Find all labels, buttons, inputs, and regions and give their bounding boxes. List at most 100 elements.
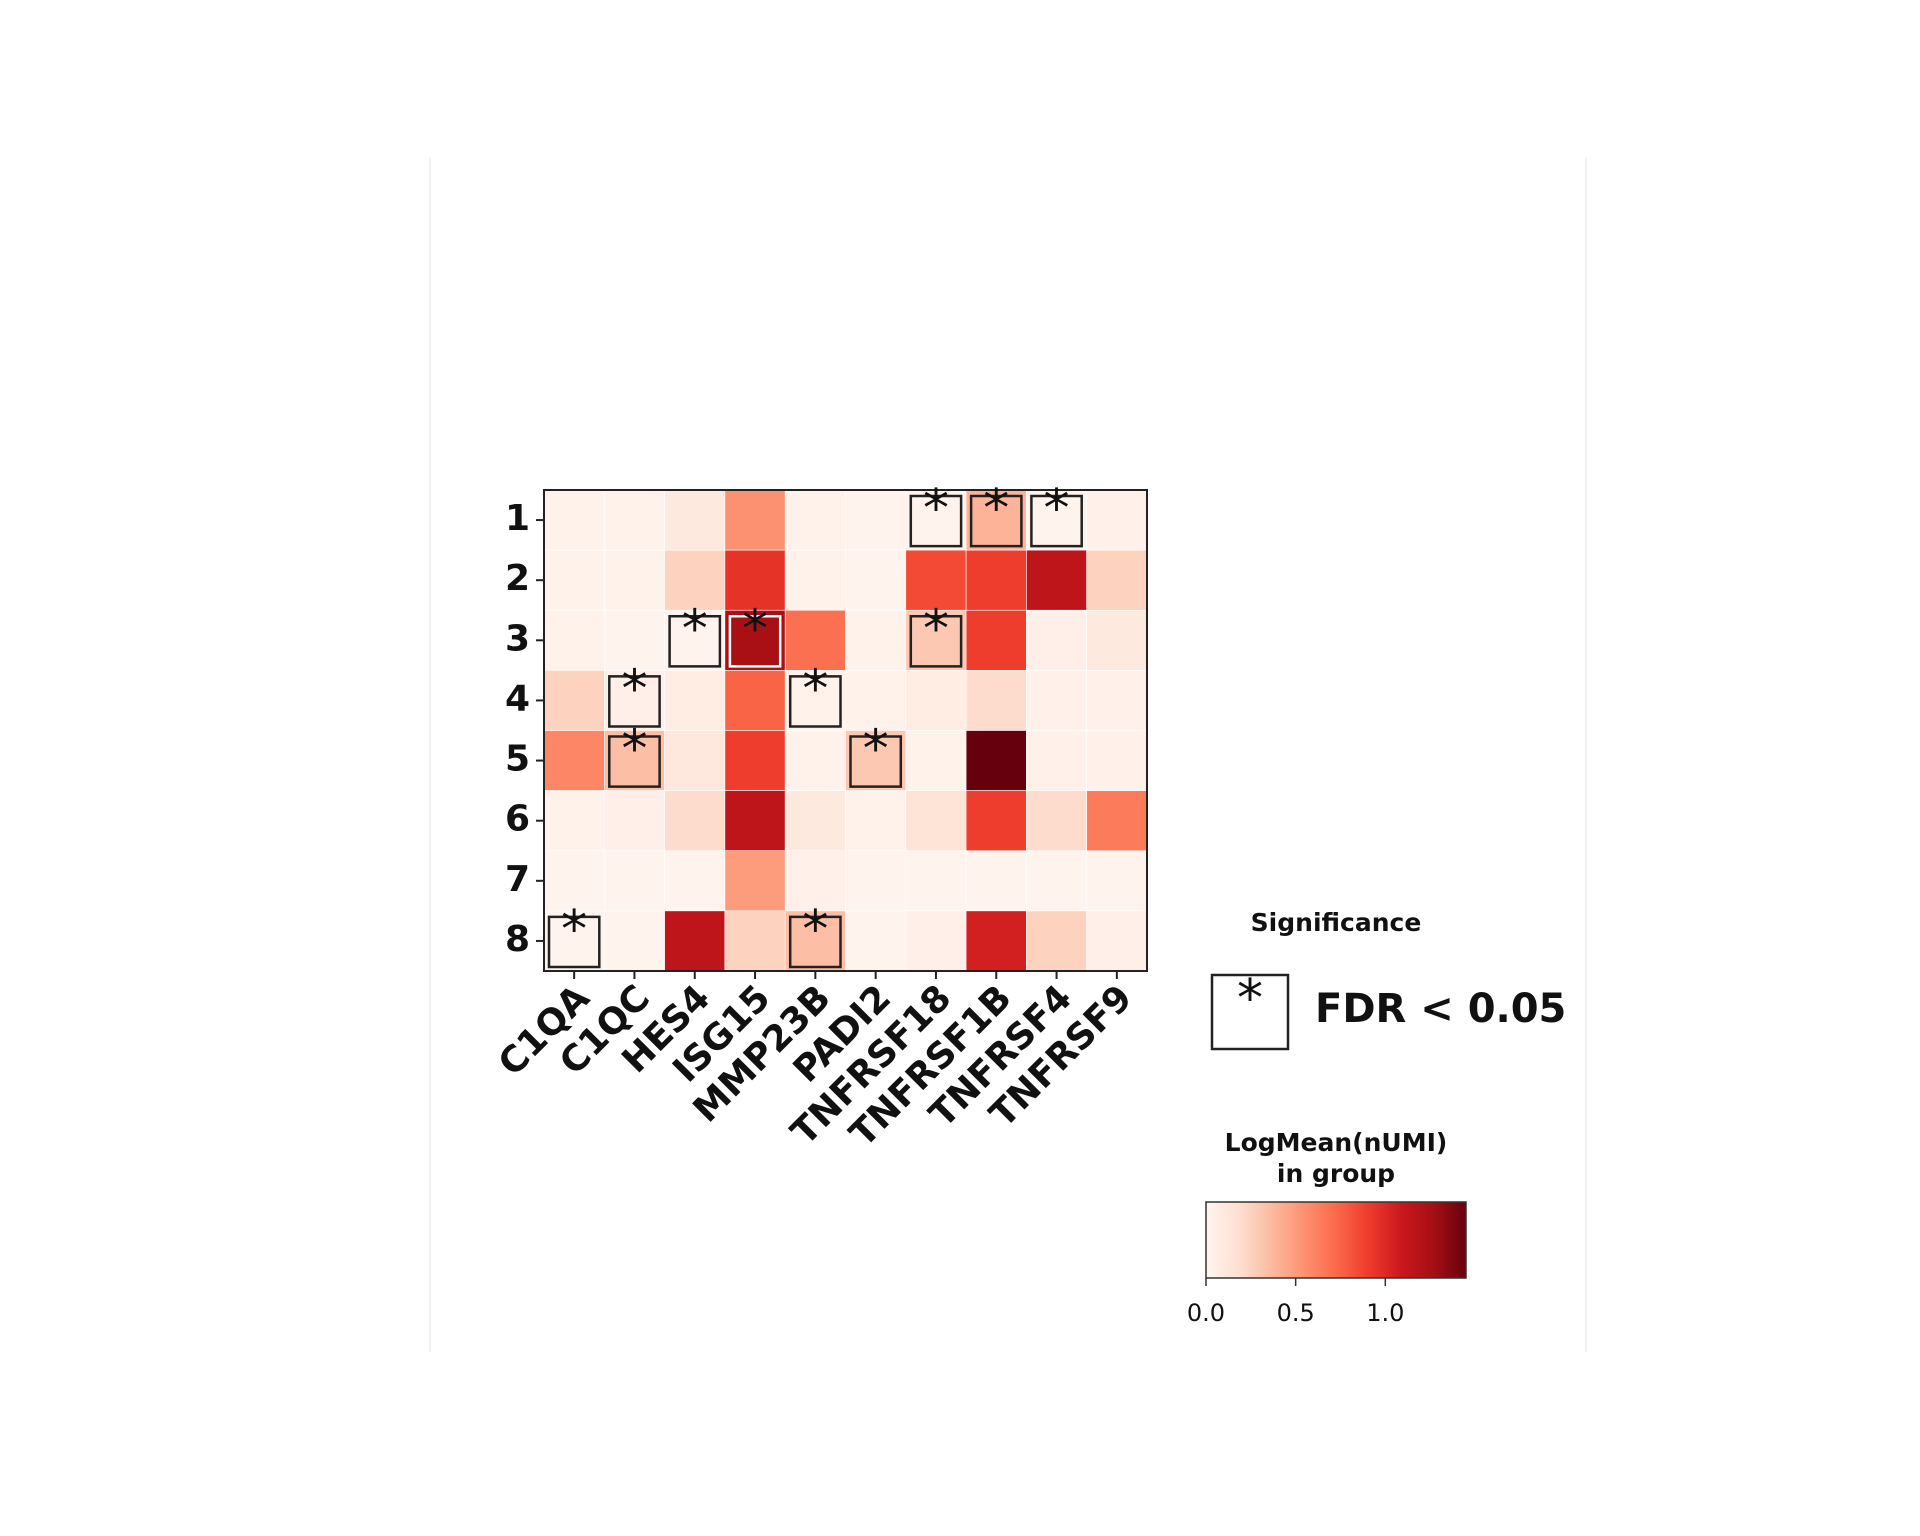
cell <box>724 790 786 852</box>
legend-marker: * <box>1237 969 1263 1029</box>
colorbar-tick-label: 0.0 <box>1187 1299 1225 1327</box>
colorbar-tick-label: 1.0 <box>1366 1299 1404 1327</box>
significance-marker: * <box>983 479 1009 539</box>
cell <box>724 730 786 791</box>
cell <box>905 730 967 791</box>
cell <box>543 489 605 551</box>
cell <box>845 549 907 611</box>
cell <box>965 790 1027 852</box>
cell <box>905 549 967 611</box>
cell <box>543 609 605 671</box>
significance-box <box>668 615 722 668</box>
cell <box>603 489 665 551</box>
cell <box>905 609 967 671</box>
colorbar <box>1205 1201 1467 1279</box>
cell <box>905 850 967 912</box>
cell <box>603 670 665 731</box>
cell <box>965 670 1027 731</box>
significance-box <box>969 494 1023 548</box>
significance-marker: * <box>621 659 647 719</box>
cell <box>845 790 907 852</box>
y-tick-label: 6 <box>505 799 530 840</box>
cell <box>905 489 967 551</box>
cell <box>784 489 846 551</box>
cell <box>1086 609 1148 671</box>
cell <box>724 910 786 972</box>
cell <box>664 910 726 972</box>
significance-box <box>608 735 661 788</box>
significance-marker: * <box>923 479 949 539</box>
significance-box <box>788 675 842 728</box>
cell <box>905 910 967 972</box>
cell <box>724 850 786 912</box>
cell <box>845 670 907 731</box>
significance-marker: * <box>863 720 889 780</box>
cell <box>543 910 605 972</box>
cell <box>664 730 726 791</box>
cell <box>724 549 786 611</box>
significance-box <box>608 675 661 728</box>
cell <box>965 549 1027 611</box>
plot-frame <box>543 489 1148 972</box>
cell <box>845 609 907 671</box>
cell <box>965 730 1027 791</box>
cell <box>965 609 1027 671</box>
cell <box>603 850 665 912</box>
colorbar-title: LogMean(nUMI) <box>1225 1128 1448 1157</box>
cell <box>965 850 1027 912</box>
cell <box>664 670 726 731</box>
significance-marker: * <box>923 599 949 659</box>
cell <box>664 549 726 611</box>
cell <box>664 850 726 912</box>
cell <box>724 489 786 551</box>
cell <box>784 850 846 912</box>
cell <box>664 790 726 852</box>
y-tick-label: 2 <box>505 558 530 599</box>
significance-marker: * <box>802 900 828 960</box>
legend-label: FDR < 0.05 <box>1315 986 1566 1032</box>
cell <box>1026 910 1088 972</box>
cell <box>965 910 1027 972</box>
cell <box>784 910 846 972</box>
cell <box>905 670 967 731</box>
y-tick-label: 4 <box>505 678 530 719</box>
cell <box>1026 670 1088 731</box>
cell <box>784 609 846 671</box>
cell <box>845 910 907 972</box>
significance-box <box>909 615 963 668</box>
cell <box>543 549 605 611</box>
significance-marker: * <box>742 599 768 659</box>
y-tick-label: 1 <box>505 498 530 539</box>
cell <box>784 549 846 611</box>
significance-box <box>788 915 842 969</box>
cell <box>1086 730 1148 791</box>
cell <box>724 670 786 731</box>
legend-box <box>1210 973 1290 1051</box>
cell <box>603 910 665 972</box>
cell <box>845 730 907 791</box>
cell <box>543 790 605 852</box>
significance-marker: * <box>1044 479 1070 539</box>
cell <box>1026 489 1088 551</box>
cell <box>1086 549 1148 611</box>
y-tick-label: 5 <box>505 739 530 780</box>
cell <box>784 730 846 791</box>
cell <box>1086 670 1148 731</box>
cell <box>845 489 907 551</box>
significance-marker: * <box>802 659 828 719</box>
cell <box>1026 549 1088 611</box>
cell <box>784 670 846 731</box>
cell <box>664 489 726 551</box>
colorbar-tick-label: 0.5 <box>1277 1299 1315 1327</box>
significance-marker: * <box>561 900 587 960</box>
y-tick-label: 3 <box>505 618 530 659</box>
cell <box>603 549 665 611</box>
significance-marker: * <box>621 720 647 780</box>
cell <box>1086 489 1148 551</box>
cell <box>543 730 605 791</box>
cell <box>905 790 967 852</box>
cell <box>845 850 907 912</box>
cell <box>1026 730 1088 791</box>
significance-box <box>849 735 903 788</box>
